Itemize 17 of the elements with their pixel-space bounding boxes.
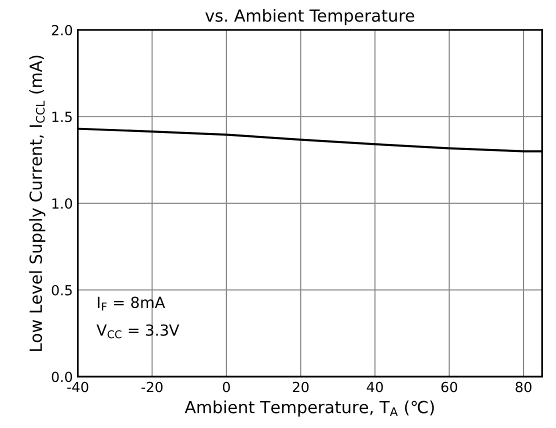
y-tick-label: 1.0 <box>52 198 72 209</box>
x-axis-title: Ambient Temperature, T$_{A}$ (℃) <box>184 400 434 417</box>
x-tick-label: 20 <box>292 382 309 392</box>
y-tick-label: 0.0 <box>52 372 72 382</box>
y-tick-label: 0.5 <box>52 284 72 296</box>
chart-title: vs. Ambient Temperature <box>205 8 414 26</box>
x-tick-label: 60 <box>441 382 458 392</box>
x-tick-label: 80 <box>516 382 532 392</box>
x-tick-label: 40 <box>366 382 383 392</box>
annotation: V$_{CC}$ = 3.3V <box>96 324 180 338</box>
y-tick-label: 1.5 <box>52 112 72 122</box>
y-axis-title: Low Level Supply Current, I$_{CCL}$ (mA) <box>29 56 46 351</box>
x-tick-label: -40 <box>67 382 88 392</box>
x-tick-label: -20 <box>141 382 163 392</box>
y-tick-label: 2.0 <box>52 24 72 36</box>
annotation: I$_{F}$ = 8mA <box>98 296 166 310</box>
x-tick-label: 0 <box>222 382 230 392</box>
